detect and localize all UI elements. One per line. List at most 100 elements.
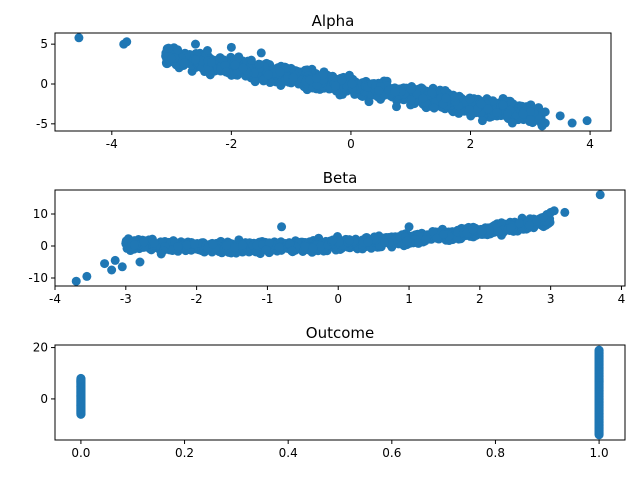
data-point bbox=[450, 92, 460, 102]
data-point bbox=[514, 218, 524, 228]
data-point bbox=[594, 345, 604, 355]
data-point bbox=[263, 70, 273, 80]
data-point bbox=[518, 109, 528, 119]
x-tick-label: 0 bbox=[347, 137, 355, 151]
data-point bbox=[374, 86, 384, 96]
data-point bbox=[484, 225, 494, 235]
data-point bbox=[275, 67, 285, 77]
data-point bbox=[164, 43, 174, 53]
data-point bbox=[238, 240, 248, 250]
data-point bbox=[344, 235, 354, 245]
x-tick-label: -2 bbox=[225, 137, 237, 151]
data-point bbox=[595, 190, 605, 200]
x-tick-label: 1.0 bbox=[590, 446, 609, 460]
data-point bbox=[465, 94, 475, 104]
data-point bbox=[412, 238, 422, 248]
data-point bbox=[316, 241, 326, 251]
data-point bbox=[477, 226, 487, 236]
data-point bbox=[402, 236, 412, 246]
data-points bbox=[76, 345, 604, 440]
y-tick-label: 10 bbox=[33, 207, 48, 221]
data-point bbox=[506, 223, 516, 233]
data-point bbox=[82, 271, 92, 281]
data-point bbox=[337, 75, 347, 85]
plot-frame bbox=[54, 344, 626, 441]
data-point bbox=[149, 238, 159, 248]
data-point bbox=[230, 60, 240, 70]
data-point bbox=[498, 100, 508, 110]
data-point bbox=[406, 84, 416, 94]
data-point bbox=[421, 235, 431, 245]
data-point bbox=[238, 63, 248, 73]
x-tick-label: 0.0 bbox=[71, 446, 90, 460]
data-point bbox=[287, 246, 297, 256]
data-point bbox=[249, 68, 259, 78]
data-point bbox=[230, 242, 240, 252]
data-point bbox=[427, 88, 437, 98]
data-point bbox=[555, 111, 565, 121]
data-point bbox=[328, 235, 338, 245]
data-point bbox=[191, 55, 200, 65]
data-point bbox=[525, 115, 535, 125]
plot-frame bbox=[54, 189, 626, 287]
y-tick-label: -10 bbox=[28, 271, 48, 285]
data-point bbox=[549, 206, 559, 216]
data-point bbox=[173, 45, 183, 55]
data-point bbox=[476, 99, 486, 109]
data-point bbox=[532, 216, 542, 226]
data-point bbox=[488, 96, 498, 106]
data-point bbox=[392, 102, 401, 112]
data-point bbox=[129, 240, 139, 250]
x-tick-label: 2 bbox=[467, 137, 475, 151]
data-point bbox=[539, 212, 549, 222]
data-point bbox=[182, 240, 192, 250]
data-point bbox=[483, 104, 493, 114]
x-tick-label: 0.6 bbox=[382, 446, 401, 460]
x-tick-label: -1 bbox=[261, 292, 273, 306]
data-point bbox=[71, 276, 81, 286]
y-tick-label: -5 bbox=[36, 117, 48, 131]
data-point bbox=[468, 224, 478, 234]
data-point bbox=[300, 241, 310, 251]
data-point bbox=[390, 87, 400, 97]
data-point bbox=[503, 109, 513, 119]
data-point bbox=[221, 241, 231, 251]
y-tick-label: 5 bbox=[40, 37, 48, 51]
data-point bbox=[254, 59, 264, 69]
data-point bbox=[438, 230, 448, 240]
data-point bbox=[226, 42, 236, 52]
data-point bbox=[256, 48, 266, 58]
data-point bbox=[432, 233, 442, 243]
data-point bbox=[122, 37, 132, 47]
data-point bbox=[167, 54, 177, 63]
data-point bbox=[441, 93, 451, 103]
y-tick-label: 0 bbox=[40, 239, 48, 253]
x-tick-label: 1 bbox=[405, 292, 413, 306]
x-tick-label: 0.4 bbox=[279, 446, 298, 460]
data-point bbox=[139, 237, 149, 247]
data-point bbox=[308, 243, 318, 253]
data-point bbox=[110, 255, 120, 265]
data-point bbox=[135, 257, 145, 267]
data-points bbox=[74, 33, 592, 131]
data-point bbox=[190, 39, 200, 49]
data-point bbox=[76, 373, 86, 383]
data-point bbox=[540, 118, 550, 128]
x-tick-label: -2 bbox=[191, 292, 203, 306]
data-point bbox=[311, 73, 321, 83]
x-tick-label: 3 bbox=[547, 292, 555, 306]
x-tick-label: 0.2 bbox=[175, 446, 194, 460]
data-point bbox=[312, 80, 322, 90]
data-point bbox=[347, 79, 357, 89]
data-point bbox=[107, 265, 117, 275]
data-point bbox=[156, 249, 166, 259]
data-point bbox=[363, 237, 373, 247]
subplot-0: -4 -2 0 2 4 -5 0 5 Alpha bbox=[36, 12, 612, 151]
data-point bbox=[202, 46, 212, 56]
data-point bbox=[560, 207, 570, 217]
data-point bbox=[246, 55, 256, 65]
data-point bbox=[277, 222, 287, 232]
data-point bbox=[477, 116, 487, 126]
y-tick-label: 20 bbox=[33, 341, 48, 355]
